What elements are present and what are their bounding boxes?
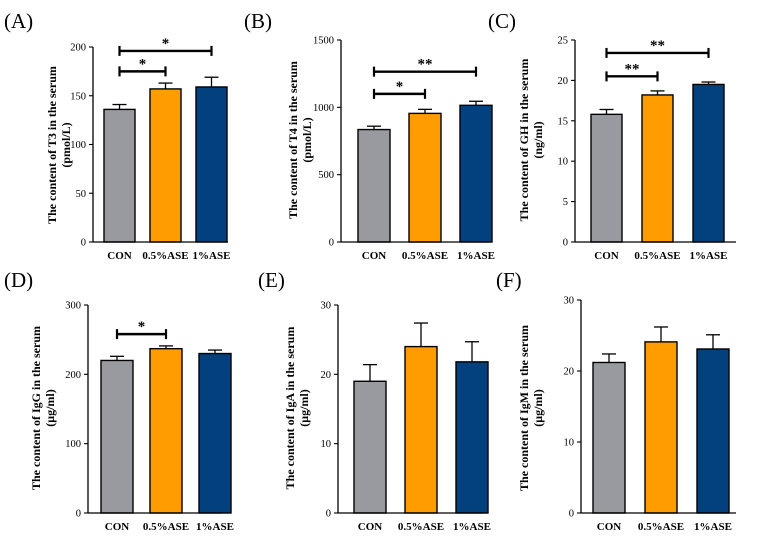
y-axis-label-line2: (μg/ml) bbox=[43, 389, 57, 426]
x-tick-label: 0.5%ASE bbox=[143, 521, 189, 533]
significance-label: * bbox=[396, 79, 404, 95]
panel-e: (E) The content of IgA in the serum (μg/… bbox=[258, 268, 491, 533]
significance-label: * bbox=[139, 56, 147, 72]
y-tick-label: 30 bbox=[564, 296, 575, 307]
panel-label: (E) bbox=[258, 268, 285, 292]
y-tick-label: 100 bbox=[65, 439, 81, 450]
y-axis-label-line2: (μg/ml) bbox=[531, 389, 545, 426]
bar-0-5-ase bbox=[404, 345, 438, 514]
y-tick-label: 50 bbox=[76, 189, 87, 200]
panel-c: (C) The content of GH in the serum (ng/m… bbox=[488, 9, 736, 262]
y-axis-label-line1: The content of IgG in the serum bbox=[29, 326, 43, 490]
y-tick-label: 15 bbox=[558, 116, 569, 127]
x-tick-label: 0.5%ASE bbox=[634, 250, 680, 262]
significance-label: ** bbox=[625, 61, 640, 77]
bar-0-5-ase bbox=[408, 112, 442, 243]
y-axis-label-line2: (pmol/L) bbox=[300, 117, 314, 162]
bar-con bbox=[100, 359, 134, 514]
x-tick-label: CON bbox=[594, 250, 619, 262]
bar-1-ase bbox=[195, 86, 228, 243]
y-tick-label: 1000 bbox=[313, 103, 334, 114]
y-axis-label-line2: (pmol/L) bbox=[59, 122, 73, 167]
bar-1-ase bbox=[198, 352, 232, 514]
bar-0-5-ase bbox=[644, 341, 678, 514]
x-tick-label: 0.5%ASE bbox=[398, 521, 444, 533]
y-tick-label: 150 bbox=[70, 91, 86, 102]
y-tick-label: 0 bbox=[76, 509, 81, 520]
significance-label: * bbox=[138, 319, 146, 335]
significance-label: ** bbox=[650, 38, 665, 54]
panel-f: (F) The content of IgM in the serum (μg/… bbox=[496, 268, 736, 533]
bar-1-ase bbox=[692, 83, 725, 243]
y-tick-label: 1500 bbox=[313, 36, 334, 47]
panel-label: (B) bbox=[244, 9, 272, 33]
panel-b: (B) The content of T4 in the serum (pmol… bbox=[244, 9, 495, 262]
bar-0-5-ase bbox=[641, 94, 674, 243]
y-tick-label: 10 bbox=[564, 438, 575, 449]
y-tick-label: 0 bbox=[329, 238, 334, 249]
y-axis-label-line1: The content of IgA in the serum bbox=[283, 327, 297, 490]
y-tick-label: 30 bbox=[321, 301, 332, 312]
panel-label: (F) bbox=[496, 268, 522, 292]
x-tick-label: 0.5%ASE bbox=[142, 250, 188, 262]
y-tick-label: 25 bbox=[558, 36, 569, 47]
x-tick-label: 1%ASE bbox=[457, 250, 495, 262]
x-tick-label: 0.5%ASE bbox=[402, 250, 448, 262]
y-tick-label: 200 bbox=[65, 370, 81, 381]
y-tick-label: 100 bbox=[70, 140, 86, 151]
x-tick-label: CON bbox=[107, 250, 132, 262]
y-tick-label: 5 bbox=[563, 197, 568, 208]
significance-label: ** bbox=[418, 57, 433, 73]
bar-con bbox=[592, 361, 626, 514]
y-tick-label: 500 bbox=[318, 170, 334, 181]
x-tick-label: CON bbox=[358, 521, 383, 533]
y-tick-label: 10 bbox=[321, 439, 332, 450]
y-tick-label: 20 bbox=[558, 76, 569, 87]
y-axis-label-line2: (ng/ml) bbox=[531, 121, 545, 158]
x-tick-label: CON bbox=[362, 250, 387, 262]
x-tick-label: 1%ASE bbox=[193, 250, 231, 262]
panel-label: (D) bbox=[4, 268, 33, 292]
bar-1-ase bbox=[696, 348, 730, 514]
x-tick-label: 0.5%ASE bbox=[638, 521, 684, 533]
x-tick-label: 1%ASE bbox=[196, 521, 234, 533]
y-tick-label: 0 bbox=[81, 238, 86, 249]
x-tick-label: 1%ASE bbox=[453, 521, 491, 533]
panel-label: (A) bbox=[4, 9, 33, 33]
y-tick-label: 0 bbox=[569, 509, 574, 520]
y-axis-label-line1: The content of T4 in the serum bbox=[286, 61, 300, 219]
x-tick-label: CON bbox=[597, 521, 622, 533]
x-tick-label: CON bbox=[105, 521, 130, 533]
y-tick-label: 20 bbox=[321, 370, 332, 381]
y-tick-label: 20 bbox=[564, 367, 575, 378]
y-tick-label: 300 bbox=[65, 301, 81, 312]
significance-label: * bbox=[162, 36, 170, 52]
bar-1-ase bbox=[455, 361, 489, 514]
y-axis-label-line2: (μg/ml) bbox=[297, 389, 311, 426]
x-tick-label: 1%ASE bbox=[694, 521, 732, 533]
x-tick-label: 1%ASE bbox=[690, 250, 728, 262]
y-tick-label: 10 bbox=[558, 157, 569, 168]
bar-con bbox=[103, 108, 136, 243]
bar-con bbox=[357, 128, 391, 243]
bar-1-ase bbox=[459, 104, 493, 243]
panel-label: (C) bbox=[488, 9, 516, 33]
bar-0-5-ase bbox=[149, 88, 182, 243]
bar-0-5-ase bbox=[149, 347, 183, 514]
y-axis-label-line1: The content of T3 in the serum bbox=[45, 66, 59, 224]
panel-d: (D) The content of IgG in the serum (μg/… bbox=[4, 268, 234, 533]
bar-con bbox=[353, 380, 387, 514]
panel-a: (A) The content of T3 in the serum (pmol… bbox=[4, 9, 230, 262]
y-tick-label: 0 bbox=[563, 238, 568, 249]
bar-con bbox=[590, 113, 623, 243]
y-tick-label: 200 bbox=[70, 43, 86, 54]
y-tick-label: 0 bbox=[326, 509, 331, 520]
y-axis-label-line1: The content of IgM in the serum bbox=[517, 325, 531, 491]
y-axis-label-line1: The content of GH in the serum bbox=[517, 59, 531, 222]
